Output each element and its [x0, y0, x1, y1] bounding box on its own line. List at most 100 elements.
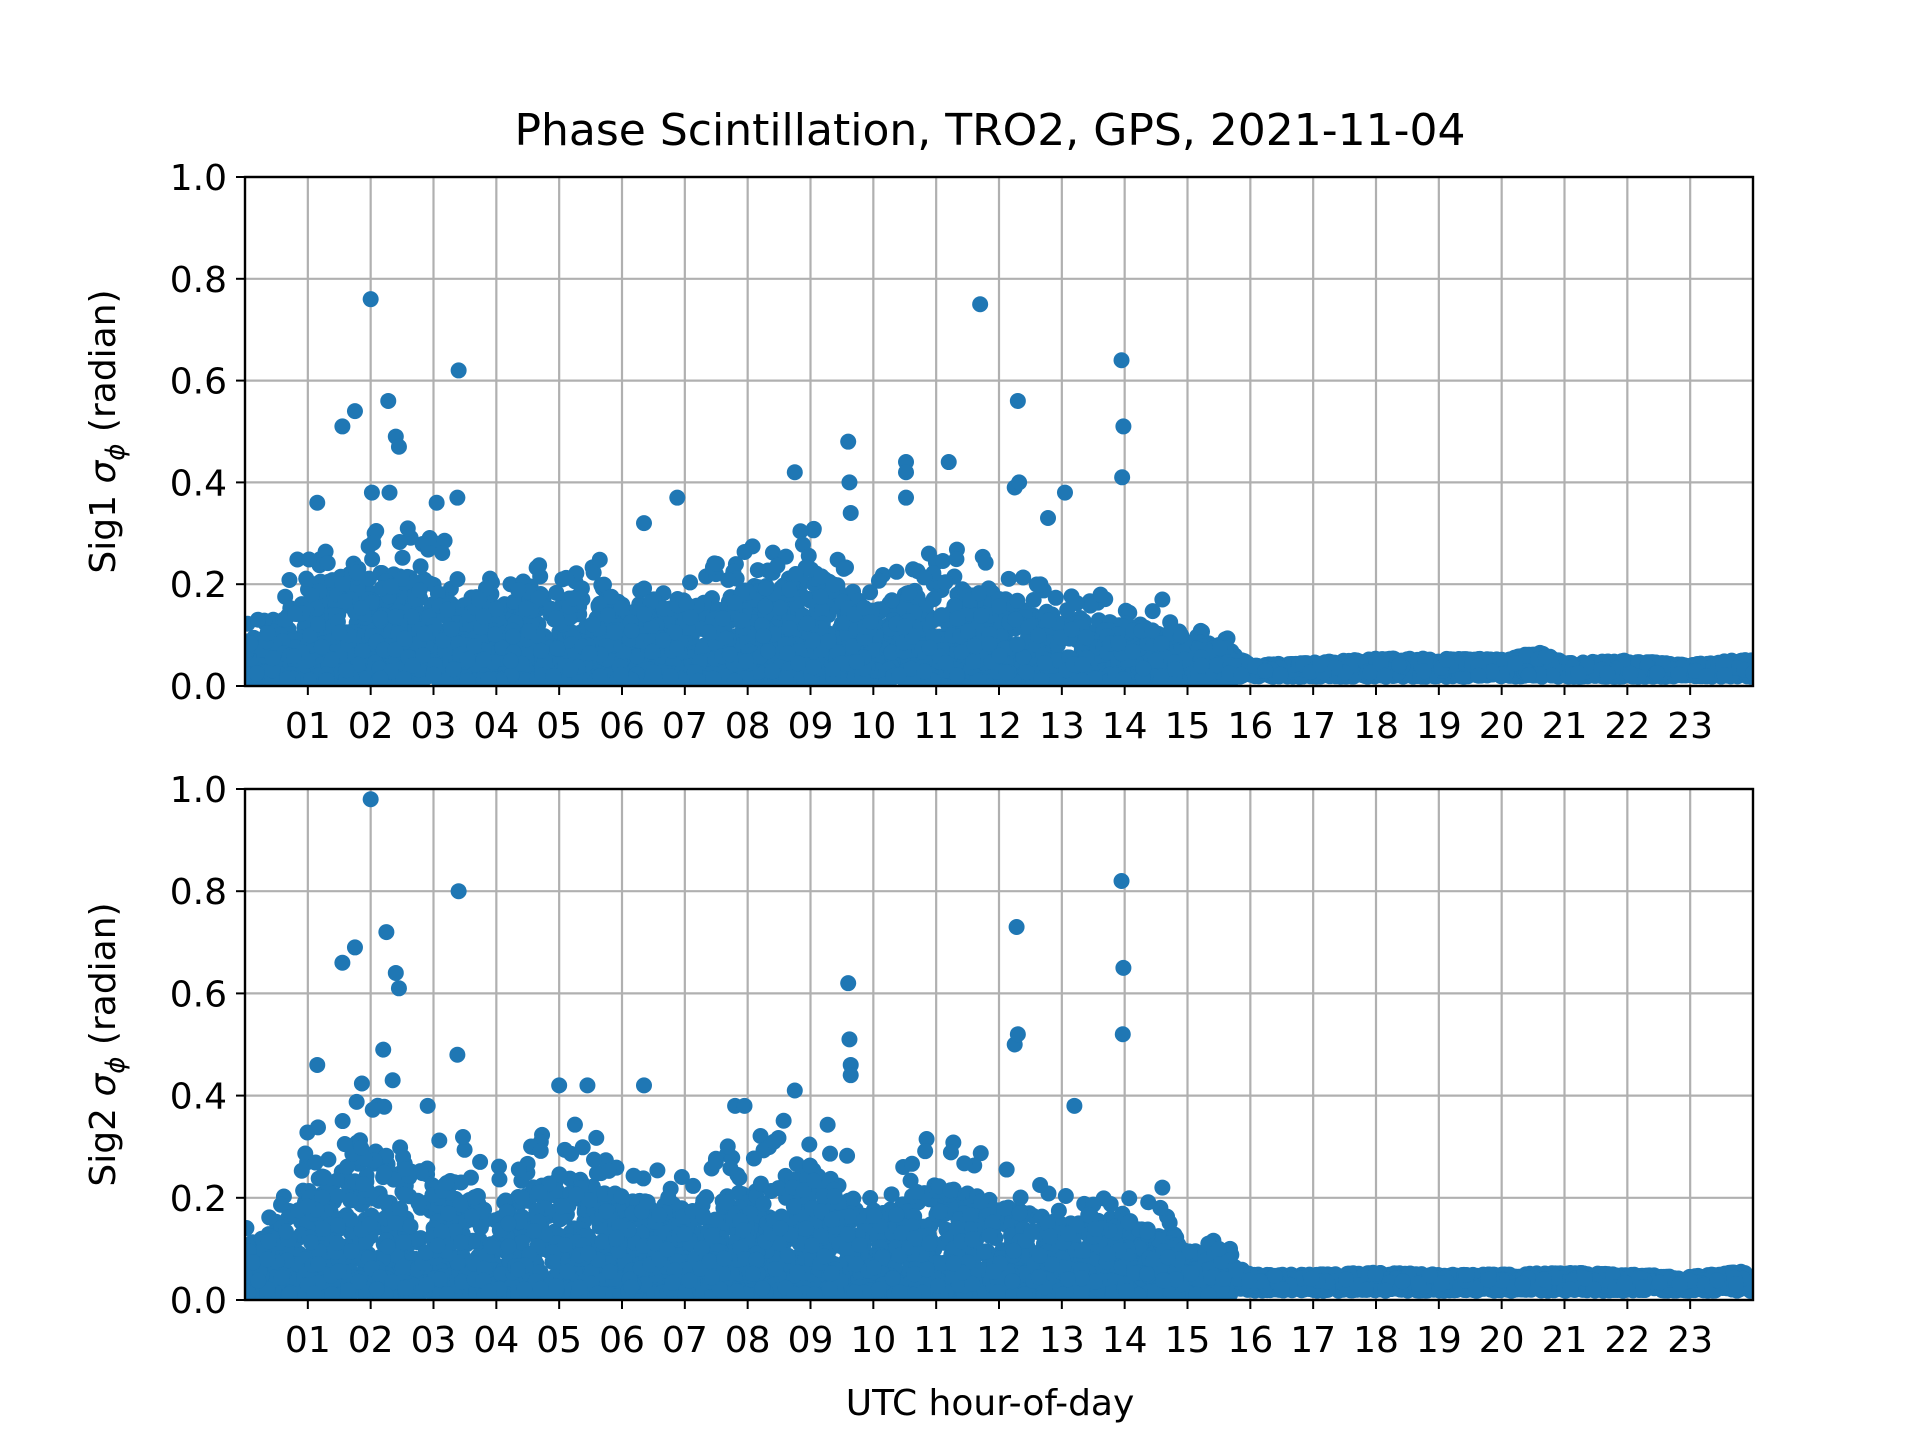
scatter-point	[949, 610, 966, 627]
scatter-point	[862, 584, 879, 601]
scatter-point	[361, 570, 378, 587]
scatter-point	[1153, 635, 1170, 652]
scatter-point	[835, 560, 852, 577]
scatter-point	[813, 601, 830, 618]
scatter-point	[921, 639, 938, 656]
scatter-point	[946, 597, 963, 614]
scatter-point	[488, 601, 505, 618]
scatter-point	[354, 643, 371, 660]
scatter-point	[805, 522, 822, 539]
top-panel-sig1: 01 02 03 04 05 06 07 08 09 10 11 12 13 14 15 16 17 18 19 20…	[83, 158, 1755, 747]
scatter-point	[289, 551, 306, 568]
scatter-point	[1082, 597, 1099, 614]
scatter-point	[250, 611, 267, 628]
scatter-point	[977, 554, 994, 571]
scatter-point	[558, 569, 575, 586]
scatter-point	[937, 574, 954, 591]
scatter-point	[1047, 589, 1064, 606]
scatter-point	[781, 581, 798, 598]
scatter-point	[805, 659, 822, 676]
scatter-point	[475, 608, 492, 625]
scatter-point	[510, 582, 527, 599]
scatter-point	[666, 624, 683, 641]
scatter-point	[933, 607, 950, 624]
scatter-point	[948, 667, 965, 684]
scatter-point	[948, 551, 965, 568]
scatter-point	[1078, 629, 1095, 646]
scatter-point	[636, 580, 653, 597]
scatter-point	[1007, 611, 1024, 628]
scatter-point	[436, 532, 453, 549]
scatter-point	[449, 571, 466, 588]
scatter-point	[708, 555, 725, 572]
scatter-point	[805, 632, 822, 649]
scatter-point	[655, 600, 672, 617]
scatter-point	[883, 644, 900, 661]
scatter-point	[714, 610, 731, 627]
scatter-point	[411, 582, 428, 599]
scatter-point	[475, 651, 492, 668]
scatter-point	[303, 587, 320, 604]
scatter-point	[628, 648, 645, 665]
scatter-point	[599, 607, 616, 624]
scatter-point	[1092, 586, 1109, 603]
scatter-point	[364, 551, 381, 568]
scatter-point	[585, 564, 602, 581]
scatter-point	[644, 643, 661, 660]
scatter-point	[925, 591, 942, 608]
scatter-point	[787, 566, 804, 583]
scatter-point	[1000, 570, 1017, 587]
scatter-point	[375, 641, 392, 658]
scatter-point	[934, 552, 951, 569]
scatter-point	[757, 580, 774, 597]
scatter-point	[365, 534, 382, 551]
scatter-point	[391, 533, 408, 550]
scatter-point	[757, 598, 774, 615]
scatter-point	[420, 541, 437, 558]
scatter-point	[998, 664, 1015, 681]
scatter-point	[337, 593, 354, 610]
scatter-point	[416, 625, 433, 642]
scatter-point	[678, 596, 695, 613]
scatter-point	[1086, 670, 1103, 686]
scatter-point	[991, 598, 1008, 615]
scatter-point	[970, 672, 987, 686]
scatter-point	[302, 627, 319, 644]
scatter-point	[534, 667, 551, 684]
scatter-point	[334, 576, 351, 593]
scatter-point	[505, 628, 522, 645]
scatter-point	[903, 660, 920, 677]
scatter-series	[245, 291, 1753, 686]
scatter-point	[1147, 652, 1164, 669]
scatter-point	[591, 551, 608, 568]
scatter-point	[319, 555, 336, 572]
scatter-point	[301, 551, 318, 568]
scatter-point	[382, 578, 399, 595]
scatter-point	[487, 626, 504, 643]
scatter-point	[682, 609, 699, 626]
scatter-point	[564, 590, 581, 607]
scatter-point	[548, 584, 565, 601]
scatter-point	[772, 599, 789, 616]
scatter-point	[792, 523, 809, 540]
scatter-point	[749, 562, 766, 579]
scatter-point	[1068, 595, 1085, 612]
scatter-point	[530, 590, 547, 607]
scatter-point	[700, 624, 717, 641]
scatter-point	[720, 571, 737, 588]
scatter-point	[301, 672, 318, 686]
scatter-point	[1015, 569, 1032, 586]
scatter-point	[403, 608, 420, 625]
scatter-point	[591, 595, 608, 612]
scatter-point	[1033, 672, 1050, 686]
scatter-point	[888, 563, 905, 580]
scatter-point	[606, 624, 623, 641]
scatter-point	[1015, 649, 1032, 666]
scatter-point	[733, 612, 750, 629]
scatter-point	[471, 591, 488, 608]
scatter-point	[643, 618, 660, 635]
scatter-point	[459, 672, 476, 686]
scatter-point	[521, 623, 538, 640]
scatter-point	[1454, 667, 1471, 684]
